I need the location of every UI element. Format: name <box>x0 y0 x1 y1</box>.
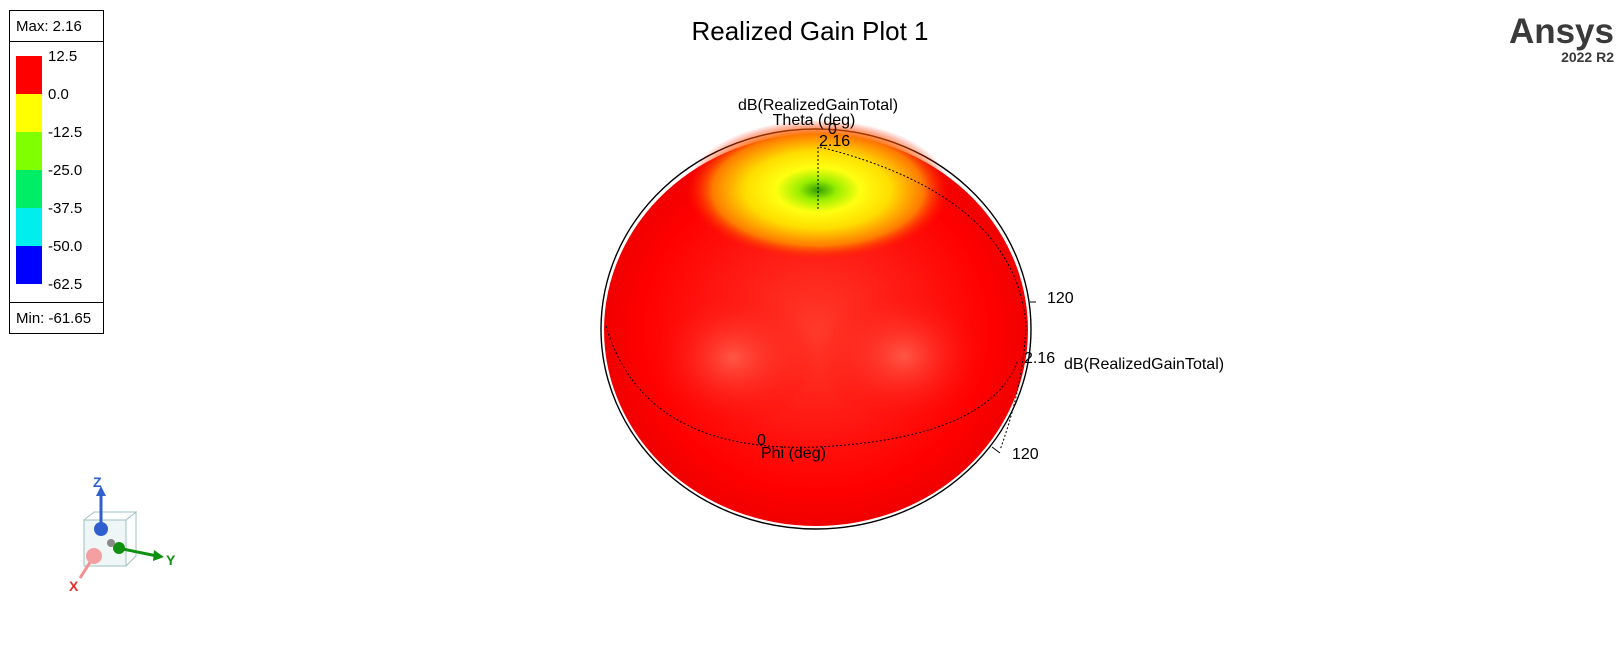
max-value-right: 2.16 <box>1024 350 1055 367</box>
brand-name: Ansys <box>1508 12 1614 51</box>
triad-cube-edge <box>83 511 138 567</box>
legend-swatch <box>16 170 42 208</box>
legend-swatch <box>16 56 42 94</box>
legend-swatch <box>16 246 42 284</box>
legend-swatch <box>16 132 42 170</box>
plot-title: Realized Gain Plot 1 <box>691 16 929 46</box>
legend-tick: -50.0 <box>48 238 83 255</box>
legend-max: Max: 2.16 <box>9 10 104 42</box>
theta-arc <box>819 146 1027 451</box>
triad-z-label: Z <box>93 474 102 490</box>
phi-tick-120: 120 <box>1012 446 1039 463</box>
tick-mark-120 <box>991 446 1001 454</box>
legend-tick: 0.0 <box>48 86 69 103</box>
legend-tick: 12.5 <box>48 48 78 65</box>
legend-tick: -25.0 <box>48 162 83 179</box>
axes-overlay <box>605 146 1036 454</box>
axis-labels: dB(RealizedGainTotal) Theta (deg) 0 2.16… <box>738 97 1224 463</box>
pattern-top-dimple <box>686 120 950 260</box>
theta-axis-label: Theta (deg) <box>773 112 856 129</box>
pattern-highlight <box>819 286 989 426</box>
max-value-top: 2.16 <box>819 133 850 150</box>
triad-x-label: X <box>69 578 79 594</box>
z-axis-arrowhead <box>96 486 106 496</box>
theta-tick-120: 120 <box>1047 290 1074 307</box>
z-axis-knob <box>94 522 108 536</box>
legend-scale: 12.5 0.0 -12.5 -25.0 -37.5 -50.0 -62.5 <box>9 41 104 303</box>
legend-swatch <box>16 208 42 246</box>
theta-zero-tick: 0 <box>828 121 837 138</box>
y-axis-knob <box>113 542 125 554</box>
phi-axis-label: Phi (deg) <box>761 445 826 462</box>
color-legend[interactable]: Max: 2.16 12.5 0.0 -12.5 -25.0 -37.5 -50… <box>9 10 106 334</box>
legend-tick: -37.5 <box>48 200 83 217</box>
y-axis-arrowhead <box>153 550 164 561</box>
legend-min: Min: -61.65 <box>9 302 104 334</box>
brand-version: 2022 R2 <box>1561 49 1614 65</box>
brand-logo: Ansys 2022 R2 <box>1508 12 1614 65</box>
legend-tick: -12.5 <box>48 124 83 141</box>
quantity-label-top: dB(RealizedGainTotal) <box>738 97 898 114</box>
x-axis-knob <box>86 548 102 564</box>
orientation-triad[interactable]: Z Y X <box>69 474 176 594</box>
legend-swatch <box>16 94 42 132</box>
triad-y-label: Y <box>166 552 176 568</box>
legend-tick: -62.5 <box>48 276 83 293</box>
phi-ring <box>605 325 1019 448</box>
quantity-label-right: dB(RealizedGainTotal) <box>1064 356 1224 373</box>
pattern-highlight <box>648 288 818 428</box>
triad-origin <box>107 539 115 547</box>
phi-zero-tick: 0 <box>757 432 766 449</box>
gain-surface <box>600 120 1032 530</box>
